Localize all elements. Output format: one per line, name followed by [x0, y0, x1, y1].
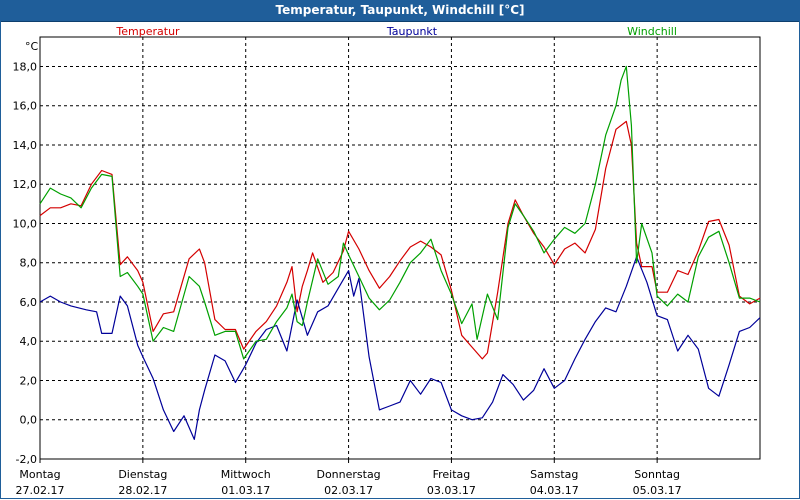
window-title: Temperatur, Taupunkt, Windchill [°C]	[0, 0, 800, 22]
y-tick-label: -2,0	[16, 453, 37, 466]
x-tick-day: Mittwoch	[221, 468, 271, 481]
x-tick-date: 01.03.17	[221, 484, 270, 497]
y-tick-label: 8,0	[20, 257, 38, 270]
x-tick-date: 02.03.17	[324, 484, 373, 497]
plot-area	[39, 36, 761, 460]
y-tick-label: 2,0	[20, 374, 38, 387]
y-axis-label: °C	[25, 40, 39, 53]
x-tick-day: Samstag	[530, 468, 578, 481]
x-tick-date: 03.03.17	[427, 484, 476, 497]
y-tick-label: 6,0	[20, 296, 38, 309]
y-tick-label: 14,0	[13, 139, 38, 152]
x-tick-day: Montag	[19, 468, 60, 481]
legend-windchill: Windchill	[627, 25, 677, 38]
series-line-temperatur	[39, 120, 761, 360]
x-tick-date: 04.03.17	[530, 484, 579, 497]
y-tick-label: 4,0	[20, 335, 38, 348]
series-line-taupunkt	[39, 256, 761, 440]
x-tick-day: Sonntag	[634, 468, 680, 481]
x-tick-date: 05.03.17	[633, 484, 682, 497]
series-line-windchill	[39, 65, 761, 360]
x-tick-date: 27.02.17	[16, 484, 65, 497]
y-tick-label: 10,0	[13, 217, 38, 230]
y-tick-label: 12,0	[13, 178, 38, 191]
y-tick-label: 0,0	[20, 414, 38, 427]
x-tick-day: Donnerstag	[316, 468, 380, 481]
x-tick-date: 28.02.17	[118, 484, 167, 497]
x-tick-day: Dienstag	[118, 468, 167, 481]
y-tick-label: 16,0	[13, 100, 38, 113]
x-tick-day: Freitag	[433, 468, 471, 481]
y-tick-label: 18,0	[13, 60, 38, 73]
legend-taupunkt: Taupunkt	[386, 25, 438, 38]
legend-temperatur: Temperatur	[115, 25, 180, 38]
